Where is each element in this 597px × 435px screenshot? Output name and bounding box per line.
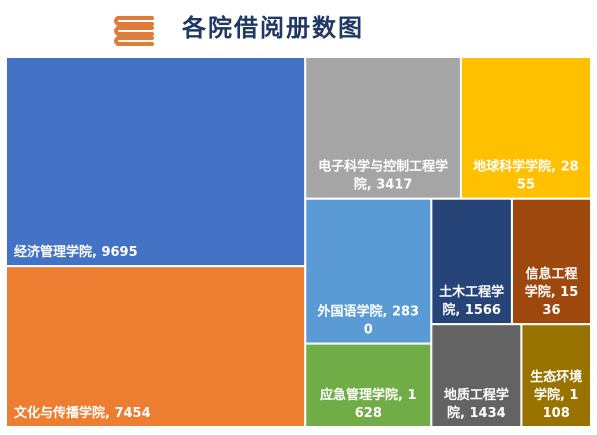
treemap-tile-rect [459,57,591,200]
treemap-tile-label: 信息工程学院, 15 36 [525,266,579,318]
treemap-tile-label: 文化与传播学院, 7454 [14,405,151,421]
treemap-tile-rect [6,57,307,268]
treemap-tile-label: 地质工程学院, 1434 [444,387,509,421]
treemap-tile-rect [304,197,433,345]
books-stack-icon [114,16,154,46]
chart-header: 各院借阅册数图 [0,0,597,56]
treemap-tile: 信息工程学院, 15 36 [510,197,591,326]
treemap-tile: 生态环境学院, 1 108 [520,323,591,427]
treemap-tile-label: 经济管理学院, 9695 [14,244,138,260]
treemap-tile: 文化与传播学院, 7454 [6,265,307,427]
treemap-tile: 经济管理学院, 9695 [6,57,307,268]
treemap-tile-label: 土木工程学院, 1566 [439,284,504,318]
treemap-tile: 土木工程学院, 1566 [430,197,513,326]
chart-title: 各院借阅册数图 [182,14,364,42]
treemap-tile-rect [520,323,591,427]
treemap-tile: 电子科学与控制工程学院, 3417 [304,57,462,200]
treemap-tile-rect [510,197,591,326]
treemap-tile-rect [304,57,462,200]
treemap-tile: 地球科学学院, 28 55 [459,57,591,200]
treemap-tile: 地质工程学院, 1434 [430,323,523,427]
treemap-tile-label: 应急管理学院, 1 628 [320,387,417,421]
treemap-tile-label: 电子科学与控制工程学院, 3417 [318,159,448,193]
treemap-chart: 经济管理学院, 9695 文化与传播学院, 7454 电子科学与控制工程学院, 34… [6,57,591,427]
treemap-tile: 应急管理学院, 1 628 [304,342,433,427]
treemap-tile-rect [430,323,523,427]
treemap-svg: 经济管理学院, 9695 文化与传播学院, 7454 电子科学与控制工程学院, 34… [6,57,591,427]
treemap-tile-label: 地球科学学院, 28 55 [473,159,579,193]
treemap-tile-label: 外国语学院, 283 0 [317,304,420,338]
treemap-tile: 外国语学院, 283 0 [304,197,433,345]
treemap-tile-label: 生态环境学院, 1 108 [530,369,582,421]
treemap-tile-rect [6,265,307,427]
treemap-tile-rect [430,197,513,326]
